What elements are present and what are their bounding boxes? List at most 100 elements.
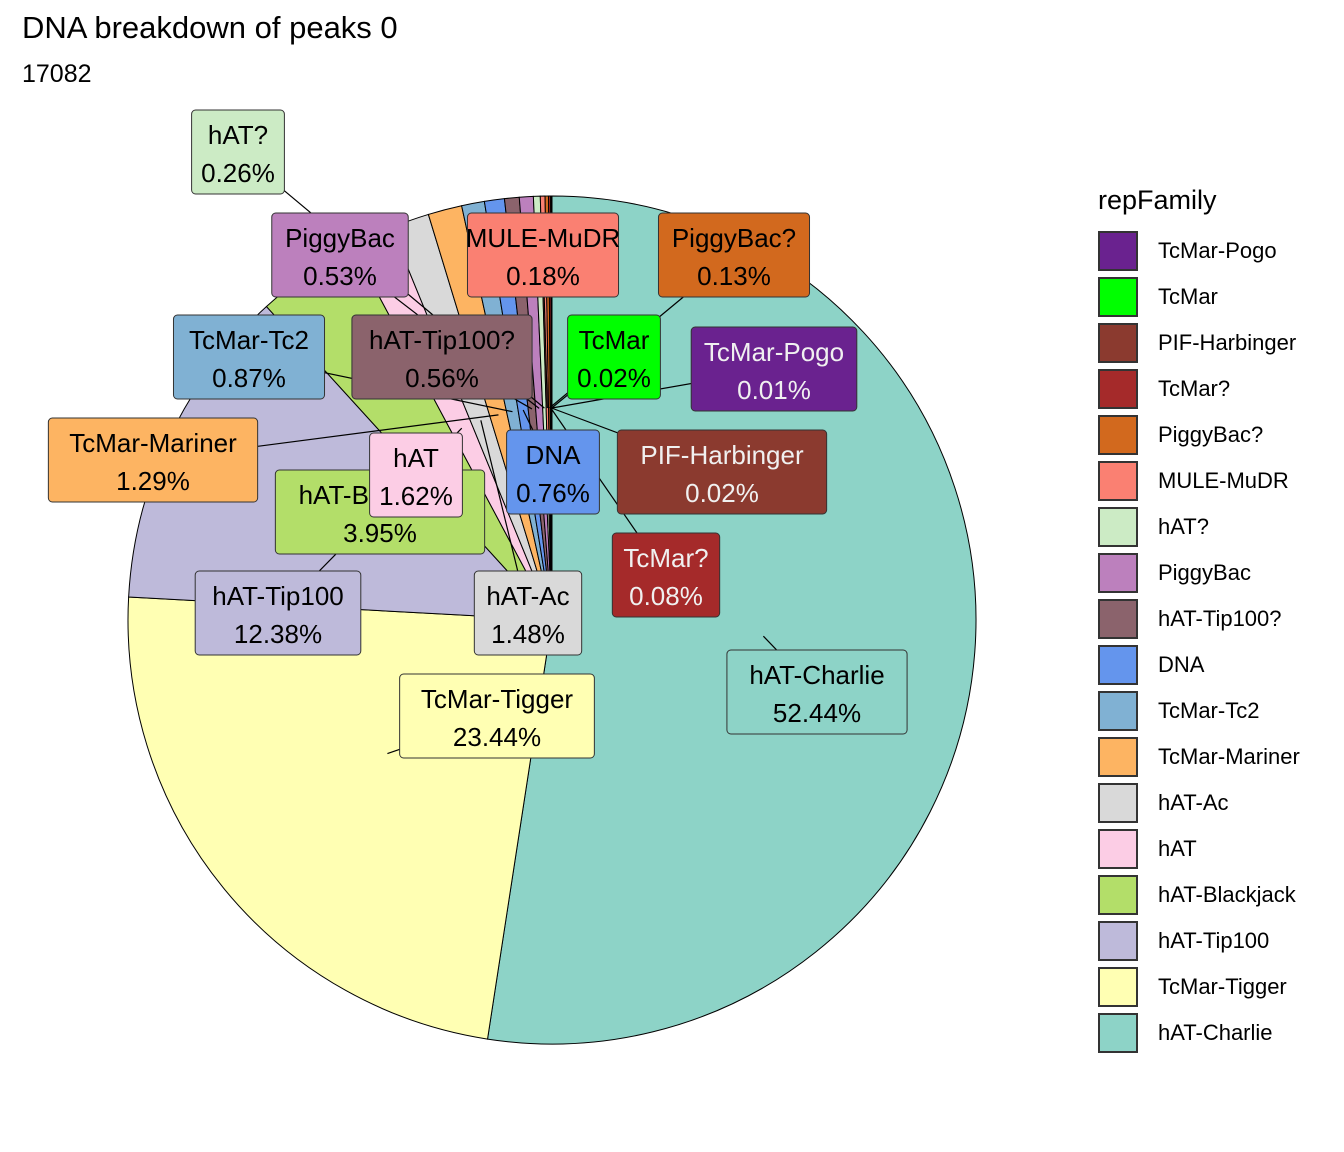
legend-label: TcMar-Pogo <box>1158 238 1277 263</box>
slice-label-value: 0.08% <box>629 581 703 611</box>
legend-item: TcMar-Tigger <box>1098 964 1300 1010</box>
slice-label-value: 0.76% <box>516 478 590 508</box>
slice-label-box <box>611 532 721 618</box>
legend-item: hAT-Charlie <box>1098 1010 1300 1056</box>
slice-label-box <box>47 417 259 503</box>
legend-item: TcMar-Pogo <box>1098 228 1300 274</box>
slice-label: PiggyBac? 0.13% <box>657 212 811 298</box>
slice-label-value: 3.95% <box>343 518 417 548</box>
slice-label-name: TcMar-Tc2 <box>189 325 309 355</box>
slice-label-value: 0.53% <box>303 261 377 291</box>
slice-label-name: TcMar? <box>623 543 708 573</box>
pie-slice <box>127 596 553 1040</box>
legend-label: hAT-Tip100? <box>1158 606 1282 631</box>
legend-key <box>1098 737 1138 777</box>
legend-key <box>1098 277 1138 317</box>
slice-label-value: 0.56% <box>405 363 479 393</box>
legend-item: TcMar-Tc2 <box>1098 688 1300 734</box>
slice-label-value: 0.02% <box>685 478 759 508</box>
slice-label-name: TcMar <box>579 325 650 355</box>
slice-label-box <box>473 570 583 656</box>
slice-label-value: 0.18% <box>506 261 580 291</box>
legend-key <box>1098 645 1138 685</box>
slice-label: TcMar-Mariner 1.29% <box>47 417 259 503</box>
legend-item: TcMar? <box>1098 366 1300 412</box>
slice-label-box <box>466 212 620 298</box>
slice-label: TcMar? 0.08% <box>611 532 721 618</box>
slice-label-box <box>690 326 858 412</box>
slice-label: hAT-Ac 1.48% <box>473 570 583 656</box>
legend-item: TcMar-Mariner <box>1098 734 1300 780</box>
slice-label-name: hAT-Charlie <box>749 660 884 690</box>
slice-label-name: TcMar-Tigger <box>421 684 574 714</box>
slice-label-name: MULE-MuDR <box>466 223 621 253</box>
slice-label: hAT? 0.26% <box>191 109 285 195</box>
slice-label-name: PiggyBac <box>285 223 395 253</box>
slice-label: TcMar-Pogo 0.01% <box>690 326 858 412</box>
slice-label-box <box>194 570 362 656</box>
slice-label-value: 0.01% <box>737 375 811 405</box>
legend-key <box>1098 967 1138 1007</box>
legend-item: hAT-Tip100 <box>1098 918 1300 964</box>
legend-label: hAT-Ac <box>1158 790 1229 815</box>
slice-label-box <box>506 429 600 515</box>
slice-label: hAT 1.62% <box>369 432 463 518</box>
slice-label-value: 0.13% <box>697 261 771 291</box>
slice-label: hAT-Tip100? 0.56% <box>351 314 533 400</box>
slice-label: DNA 0.76% <box>506 429 600 515</box>
slice-label-value: 52.44% <box>773 698 861 728</box>
legend-key <box>1098 691 1138 731</box>
legend-item: hAT-Blackjack <box>1098 872 1300 918</box>
slice-label: hAT-Charlie 52.44% <box>726 649 908 735</box>
slice-label-name: PiggyBac? <box>672 223 796 253</box>
slice-label-name: TcMar-Mariner <box>69 428 237 458</box>
legend-item: PiggyBac <box>1098 550 1300 596</box>
legend-key <box>1098 231 1138 271</box>
legend-key <box>1098 461 1138 501</box>
legend-label: hAT-Blackjack <box>1158 882 1296 907</box>
legend-key <box>1098 783 1138 823</box>
legend-label: TcMar-Tigger <box>1158 974 1287 999</box>
legend-item: TcMar <box>1098 274 1300 320</box>
legend-key <box>1098 1013 1138 1053</box>
legend-label: hAT? <box>1158 514 1209 539</box>
legend-label: TcMar? <box>1158 376 1231 401</box>
chart-title: DNA breakdown of peaks 0 <box>22 10 398 45</box>
legend-label: TcMar-Mariner <box>1158 744 1300 769</box>
legend-label: PIF-Harbinger <box>1158 330 1297 355</box>
legend-key <box>1098 507 1138 547</box>
slice-label-name: hAT-Ac <box>486 581 569 611</box>
legend-label: hAT-Tip100 <box>1158 928 1270 953</box>
legend-item: PiggyBac? <box>1098 412 1300 458</box>
slice-label-box <box>271 212 409 298</box>
legend-item: PIF-Harbinger <box>1098 320 1300 366</box>
legend-label: TcMar <box>1158 284 1218 309</box>
slice-label-name: hAT? <box>208 120 268 150</box>
slice-label-box <box>369 432 463 518</box>
slice-label-value: 0.02% <box>577 363 651 393</box>
legend-label: DNA <box>1158 652 1205 677</box>
slice-label-box <box>567 314 661 400</box>
legend-item: hAT-Tip100? <box>1098 596 1300 642</box>
slice-label-value: 0.26% <box>201 158 275 188</box>
legend-item: hAT <box>1098 826 1300 872</box>
legend-key <box>1098 415 1138 455</box>
slice-label-name: DNA <box>526 440 582 470</box>
legend-key <box>1098 553 1138 593</box>
slice-label: PiggyBac 0.53% <box>271 212 409 298</box>
slice-label-value: 1.48% <box>491 619 565 649</box>
slice-label-box <box>191 109 285 195</box>
slice-labels: hAT-Charlie 52.44% TcMar-Tigger 23.44% hAT-T… <box>47 109 908 759</box>
slice-label-name: hAT <box>393 443 439 473</box>
slice-label-value: 1.62% <box>379 481 453 511</box>
slice-label: PIF-Harbinger 0.02% <box>616 429 828 515</box>
slice-label-box <box>351 314 533 400</box>
slice-label-value: 23.44% <box>453 722 541 752</box>
legend: repFamily TcMar-Pogo TcMar PIF-Harbinger Tc… <box>1098 185 1300 1056</box>
slice-label-name: TcMar-Pogo <box>704 337 844 367</box>
slice-label-box <box>399 673 595 759</box>
legend-item: hAT? <box>1098 504 1300 550</box>
slice-label-box <box>657 212 811 298</box>
slice-label-box <box>172 314 326 400</box>
legend-key <box>1098 875 1138 915</box>
